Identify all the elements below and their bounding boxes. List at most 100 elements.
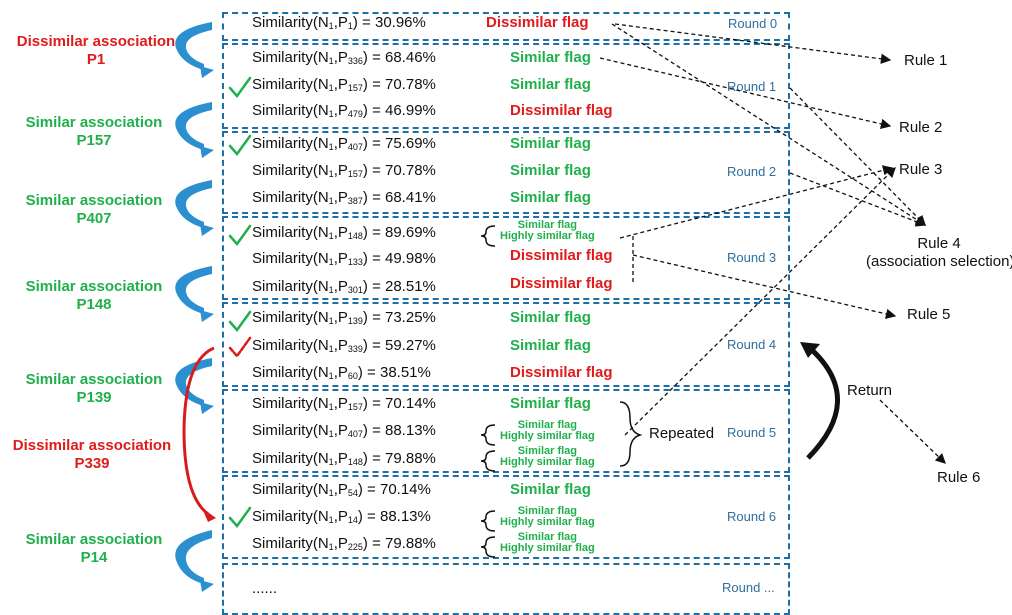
check-icon xyxy=(228,310,252,333)
flag-pair-highly: Highly similar flag xyxy=(500,516,595,528)
similarity-row: Similarity(N1,P139) = 73.25% xyxy=(252,309,436,326)
round-0-box xyxy=(222,12,790,41)
similarity-value: 49.98% xyxy=(385,250,436,267)
similarity-value: 89.69% xyxy=(385,224,436,241)
flag-similar-p157: Similar flag xyxy=(510,76,591,93)
connector-rule4-a xyxy=(789,87,926,226)
assoc-similar-p407: Similar association P407 xyxy=(14,192,174,228)
p-index: 157 xyxy=(347,169,363,179)
assoc-similar-p14: Similar association P14 xyxy=(14,531,174,567)
rule-4: Rule 4 (association selection) xyxy=(866,235,1012,270)
assoc-dissimilar-p339: Dissimilar association P339 xyxy=(2,437,182,473)
rule-6: Rule 6 xyxy=(937,469,981,486)
flag-dissimilar-p133: Dissimilar flag xyxy=(510,247,613,264)
p-index: 157 xyxy=(347,402,363,412)
p-index: 157 xyxy=(347,83,363,93)
check-marks xyxy=(228,76,252,529)
return-arrow xyxy=(806,348,840,460)
p-index: 225 xyxy=(347,542,363,552)
round-5-box xyxy=(222,389,790,473)
assoc-similar-p139: Similar association P139 xyxy=(14,371,174,407)
connector-rule6 xyxy=(879,399,946,464)
p-index: 301 xyxy=(347,285,363,295)
rule-1: Rule 1 xyxy=(904,52,948,69)
similarity-row: Similarity(N1,P14) = 88.13% xyxy=(252,508,431,525)
similarity-value: 79.88% xyxy=(385,450,436,467)
rule-3: Rule 3 xyxy=(899,161,943,178)
round-4-label: Round 4 xyxy=(727,337,777,352)
assoc-dissimilar-p1: Dissimilar association P1 xyxy=(8,33,184,69)
flag-pair-similar: Similar flag xyxy=(517,445,578,457)
similarity-value: 38.51% xyxy=(379,364,431,381)
flag-dissimilar-p60: Dissimilar flag xyxy=(510,364,613,381)
flag-similar-p157-r5: Similar flag xyxy=(510,395,591,412)
similarity-value: 70.14% xyxy=(379,481,431,498)
flag-similar-p339: Similar flag xyxy=(510,337,591,354)
flag-pair-highly: Highly similar flag xyxy=(500,230,595,242)
similarity-row: Similarity(N1,P1) = 30.96% xyxy=(252,14,426,31)
red-association-arrow xyxy=(182,346,215,516)
similarity-row: Similarity(N1,P479) = 46.99% xyxy=(252,102,436,119)
blue-association-arrows xyxy=(175,22,214,592)
similarity-row: Similarity(N1,P336) = 68.46% xyxy=(252,49,436,66)
check-icon xyxy=(228,224,252,247)
similarity-value: 70.78% xyxy=(385,162,436,179)
similarity-row: Similarity(N1,P387) = 68.41% xyxy=(252,189,436,206)
similarity-row: Similarity(N1,P60) = 38.51% xyxy=(252,364,431,381)
p-index: 148 xyxy=(347,231,363,241)
round-2-label: Round 2 xyxy=(727,164,777,179)
flag-pair-highly: Highly similar flag xyxy=(500,430,595,442)
round-6-label: Round 6 xyxy=(727,509,777,524)
flag-similar-p54: Similar flag xyxy=(510,481,591,498)
round-2-box xyxy=(222,131,790,214)
p-index: 407 xyxy=(347,429,363,439)
similarity-row: Similarity(N1,P157) = 70.78% xyxy=(252,76,436,93)
connector-rule2 xyxy=(599,57,892,129)
round-3-box xyxy=(222,216,790,300)
similarity-row: Similarity(N1,P133) = 49.98% xyxy=(252,250,436,267)
flag-pair-p14-r6: Similar flag Highly similar flag xyxy=(500,506,595,528)
similarity-row: Similarity(N1,P54) = 70.14% xyxy=(252,481,431,498)
p-index: 133 xyxy=(347,257,363,267)
similarity-value: 75.69% xyxy=(385,135,436,152)
similarity-row: Similarity(N1,P407) = 88.13% xyxy=(252,422,436,439)
similarity-value: 70.14% xyxy=(385,395,436,412)
dashed-check-icon xyxy=(228,336,252,359)
rule-5: Rule 5 xyxy=(907,306,951,323)
p-index: 1 xyxy=(347,21,353,31)
similarity-row: Similarity(N1,P301) = 28.51% xyxy=(252,278,436,295)
connector-rule3-a xyxy=(619,165,894,239)
p-index: 60 xyxy=(347,371,358,381)
connector-rule5 xyxy=(632,254,897,320)
connector-rule4-b xyxy=(789,172,927,227)
similarity-row: Similarity(N1,P157) = 70.78% xyxy=(252,162,436,179)
flag-pair-similar: Similar flag xyxy=(517,531,578,543)
assoc-p-label: P157 xyxy=(76,132,112,149)
similarity-value: 46.99% xyxy=(385,102,436,119)
flag-similar-p407: Similar flag xyxy=(510,135,591,152)
flag-dissimilar-p301: Dissimilar flag xyxy=(510,275,613,292)
braces xyxy=(480,225,643,558)
flag-pair-p148-r3: Similar flag Highly similar flag xyxy=(500,220,595,242)
repeated-label: Repeated xyxy=(649,425,715,442)
similarity-row: Similarity(N1,P407) = 75.69% xyxy=(252,135,436,152)
return-arrow-head xyxy=(800,342,820,358)
similarity-value: 79.88% xyxy=(385,535,436,552)
similarity-value: 30.96% xyxy=(374,14,426,31)
flag-pair-p407-r5: Similar flag Highly similar flag xyxy=(500,420,595,442)
assoc-p-label: P139 xyxy=(76,389,112,406)
return-label: Return xyxy=(847,382,893,399)
similarity-value: 68.46% xyxy=(385,49,436,66)
round-4-box xyxy=(222,302,790,387)
similarity-value: 70.78% xyxy=(385,76,436,93)
red-association-arrow-head xyxy=(202,508,216,522)
p-index: 54 xyxy=(347,488,358,498)
similarity-row: Similarity(N1,P148) = 79.88% xyxy=(252,450,436,467)
similarity-value: 88.13% xyxy=(385,422,436,439)
check-icon xyxy=(228,506,252,529)
connector-rule3-b xyxy=(624,167,896,436)
p-index: 387 xyxy=(347,196,363,206)
round-0-label: Round 0 xyxy=(728,16,778,31)
assoc-similar-p148: Similar association P148 xyxy=(14,278,174,314)
round-3-label: Round 3 xyxy=(727,250,777,265)
